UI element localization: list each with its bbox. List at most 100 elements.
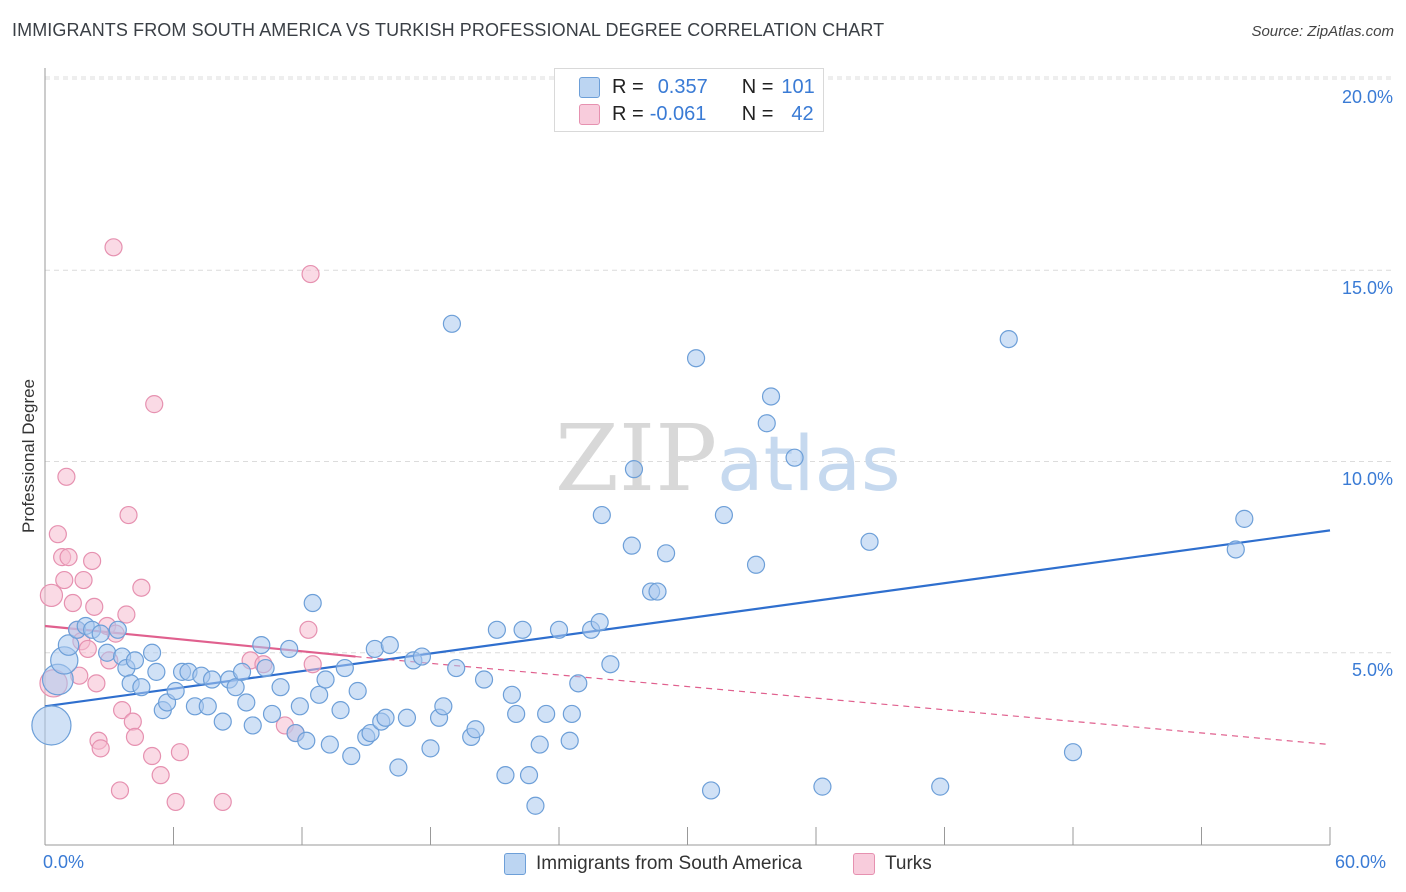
point-south-america-87 <box>656 544 676 563</box>
point-south-america-77 <box>562 704 581 724</box>
point-south-america-52 <box>376 708 395 727</box>
point-south-america-15 <box>142 643 162 662</box>
y-tick-label-15: 15.0% <box>1341 278 1393 298</box>
point-south-america-89 <box>701 781 721 800</box>
point-south-america-76 <box>560 731 579 750</box>
point-south-america-67 <box>496 766 515 785</box>
point-turks-29 <box>142 746 162 766</box>
point-south-america-93 <box>761 387 781 406</box>
point-turks-14 <box>85 597 104 616</box>
point-south-america-45 <box>335 658 354 678</box>
point-south-america-3 <box>57 634 80 656</box>
legend-row-blue: R = 0.357 N = 101 <box>579 75 815 99</box>
legend-swatch-blue <box>579 76 600 98</box>
point-south-america-69 <box>507 704 526 724</box>
point-south-america-70 <box>513 620 532 639</box>
point-turks-15 <box>87 674 106 693</box>
point-turks-7 <box>63 593 82 613</box>
point-turks-24 <box>117 605 136 624</box>
legend-r-value: 0.357 <box>657 75 708 98</box>
point-south-america-25 <box>202 670 222 689</box>
point-turks-25 <box>119 505 138 525</box>
bottom-legend-label-pink: Turks <box>885 853 932 874</box>
point-south-america-82 <box>601 655 620 674</box>
point-south-america-53 <box>380 635 399 655</box>
bottom-legend-swatch-blue <box>504 853 526 875</box>
legend-n-label: N = <box>741 75 774 98</box>
x-tick-label-min: 0.0% <box>43 852 85 872</box>
point-south-america-81 <box>592 505 611 525</box>
grid-lines <box>45 76 1392 654</box>
point-turks-20 <box>104 238 123 257</box>
chart-title: IMMIGRANTS FROM SOUTH AMERICA VS TURKISH… <box>12 20 885 40</box>
legend-swatch-pink <box>579 103 600 125</box>
bottom-legend-swatch-pink <box>853 853 875 875</box>
point-south-america-0 <box>31 705 72 746</box>
point-south-america-99 <box>1063 743 1083 762</box>
point-south-america-61 <box>442 314 462 333</box>
point-south-america-65 <box>474 670 494 689</box>
point-south-america-64 <box>466 720 485 739</box>
trend-lines <box>44 529 1331 746</box>
point-south-america-26 <box>213 712 232 731</box>
point-turks-0 <box>39 583 64 608</box>
point-south-america-16 <box>147 662 166 681</box>
point-south-america-72 <box>526 796 545 815</box>
point-turks-39 <box>299 620 318 639</box>
legend-r-label: R = <box>612 102 644 125</box>
legend-r-value: -0.061 <box>649 102 707 125</box>
point-turks-22 <box>110 781 130 800</box>
point-south-america-91 <box>746 555 766 574</box>
point-south-america-33 <box>256 658 275 678</box>
point-south-america-34 <box>262 704 282 724</box>
point-south-america-41 <box>310 685 329 704</box>
point-turks-17 <box>91 739 110 758</box>
point-south-america-100 <box>1226 540 1245 559</box>
point-turks-30 <box>145 395 164 414</box>
point-south-america-94 <box>785 448 804 467</box>
x-tick-label-max: 60.0% <box>1335 852 1387 872</box>
watermark-atlas: atlas <box>717 419 901 508</box>
point-south-america-86 <box>648 582 667 601</box>
data-points <box>31 238 1254 815</box>
point-south-america-31 <box>243 716 262 735</box>
point-south-america-58 <box>421 739 440 758</box>
point-turks-27 <box>125 727 145 747</box>
point-south-america-24 <box>198 697 217 716</box>
point-turks-13 <box>83 551 102 571</box>
point-turks-32 <box>166 792 185 812</box>
trend-line-pink-dashed <box>355 655 1331 746</box>
point-south-america-96 <box>860 532 879 551</box>
point-south-america-54 <box>389 758 408 777</box>
legend-n-value: 101 <box>781 75 815 98</box>
point-south-america-75 <box>549 620 569 639</box>
point-south-america-78 <box>569 674 588 693</box>
point-south-america-43 <box>320 735 339 754</box>
point-south-america-101 <box>1235 509 1254 528</box>
point-south-america-30 <box>237 693 256 712</box>
point-turks-6 <box>59 548 78 567</box>
point-south-america-47 <box>348 681 367 701</box>
point-south-america-73 <box>530 735 549 754</box>
point-south-america-84 <box>624 460 644 479</box>
point-south-america-40 <box>303 593 322 613</box>
point-south-america-71 <box>519 766 539 785</box>
point-south-america-13 <box>125 651 145 670</box>
watermark-zip: ZIP <box>555 405 717 512</box>
point-turks-5 <box>57 467 76 486</box>
point-south-america-29 <box>232 662 252 681</box>
point-south-america-68 <box>502 685 521 704</box>
point-turks-34 <box>213 792 232 812</box>
point-south-america-74 <box>537 704 556 724</box>
y-tick-label-20: 20.0% <box>1341 87 1393 107</box>
point-south-america-7 <box>91 624 110 643</box>
point-south-america-42 <box>316 670 335 689</box>
point-south-america-19 <box>166 681 185 701</box>
point-south-america-88 <box>686 349 706 368</box>
bottom-legend-blue: Immigrants from South America <box>504 851 802 877</box>
bottom-legend-label-blue: Immigrants from South America <box>536 853 803 874</box>
point-south-america-14 <box>132 678 151 697</box>
point-turks-41 <box>301 264 320 284</box>
chart-source: Source: ZipAtlas.com <box>1251 23 1394 40</box>
